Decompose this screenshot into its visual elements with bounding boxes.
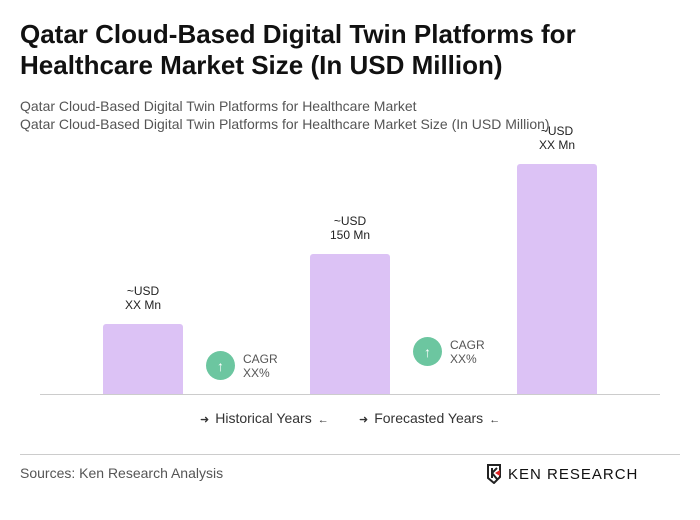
data-label-line2: XX Mn [538, 138, 575, 153]
data-label: ~USD XX Mn [497, 124, 617, 152]
page-title: Qatar Cloud-Based Digital Twin Platforms… [20, 19, 576, 80]
arrow-up-icon: ↑ [413, 337, 442, 366]
cagr-label: CAGR [450, 337, 485, 352]
cagr-value: XX% [450, 351, 477, 366]
legend-historical: ➜ Historical Years ← [200, 410, 335, 426]
arrow-up-icon: ↑ [206, 351, 235, 380]
ken-logo-icon [487, 464, 501, 484]
data-label: ~USD XX Mn [83, 284, 203, 312]
data-label: ~USD 150 Mn [290, 214, 410, 242]
ken-research-logo: KEN RESEARCH [486, 464, 638, 484]
bar [310, 254, 390, 394]
legend-forecasted: ➜ Forecasted Years ← [359, 410, 506, 426]
subtitle-2: Qatar Cloud-Based Digital Twin Platforms… [20, 116, 550, 132]
arrow-left-icon: ← [489, 414, 501, 426]
cagr-badge-1: ↑ CAGR XX% [206, 351, 278, 380]
arrow-left-icon: ← [317, 414, 329, 426]
data-label-line1: ~USD [333, 214, 367, 228]
data-label-line2: XX Mn [124, 298, 161, 312]
arrow-right-icon: ➜ [359, 414, 369, 426]
subtitle-1: Qatar Cloud-Based Digital Twin Platforms… [20, 98, 417, 114]
bar [517, 164, 597, 394]
x-axis [40, 394, 660, 395]
data-label-line1: ~USD [540, 124, 574, 139]
legend-label: Historical Years [215, 410, 312, 426]
logo-text: KEN RESEARCH [508, 465, 639, 483]
cagr-label: CAGR [243, 351, 278, 366]
bar-chart: ~USD XX Mn ~USD 150 Mn ~USD XX Mn [40, 124, 660, 395]
cagr-badge-2: ↑ CAGR XX% [413, 337, 485, 366]
cagr-value: XX% [243, 365, 270, 380]
data-label-line1: ~USD [126, 284, 160, 298]
data-label-line2: 150 Mn [329, 228, 371, 242]
footer-divider [20, 454, 680, 455]
bar [103, 324, 183, 394]
legend-label: Forecasted Years [374, 410, 484, 426]
sources-text: Sources: Ken Research Analysis [20, 465, 224, 481]
arrow-right-icon: ➜ [200, 414, 210, 426]
